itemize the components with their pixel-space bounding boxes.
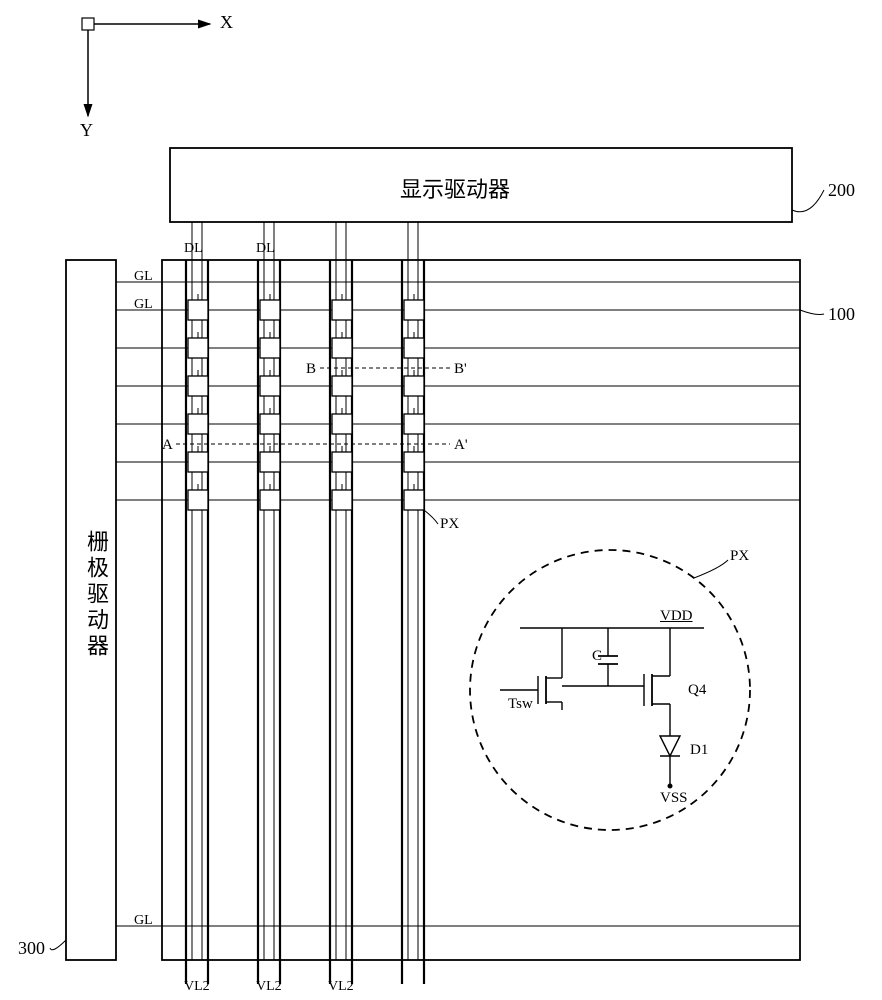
px-circuit-label: PX <box>730 548 749 565</box>
svg-text:A': A' <box>454 437 468 453</box>
svg-text:A: A <box>162 437 173 453</box>
vdd-label: VDD <box>660 608 693 625</box>
svg-text:VL2: VL2 <box>184 979 210 994</box>
display-driver-ref: 200 <box>828 180 855 201</box>
tsw-label: Tsw <box>508 696 533 713</box>
gate-driver-ref: 300 <box>18 938 45 959</box>
svg-text:GL: GL <box>134 913 153 928</box>
d1-label: D1 <box>690 742 708 759</box>
svg-text:GL: GL <box>134 269 153 284</box>
svg-text:DL: DL <box>184 241 203 256</box>
vss-label: VSS <box>660 790 688 807</box>
svg-text:VL2: VL2 <box>328 979 354 994</box>
gate-driver-label: 栅极驱动器 <box>80 530 112 660</box>
panel-ref: 100 <box>828 304 855 325</box>
svg-text:GL: GL <box>134 297 153 312</box>
px-label: PX <box>440 516 459 533</box>
axis-x-label: X <box>220 12 233 33</box>
svg-text:VL2: VL2 <box>256 979 282 994</box>
display-driver-label: 显示驱动器 <box>400 172 510 204</box>
svg-text:B': B' <box>454 361 467 377</box>
svg-text:DL: DL <box>256 241 275 256</box>
axis-y-label: Y <box>80 120 93 141</box>
svg-text:B: B <box>306 361 316 377</box>
c-label: C <box>592 648 602 665</box>
q4-label: Q4 <box>688 682 706 699</box>
